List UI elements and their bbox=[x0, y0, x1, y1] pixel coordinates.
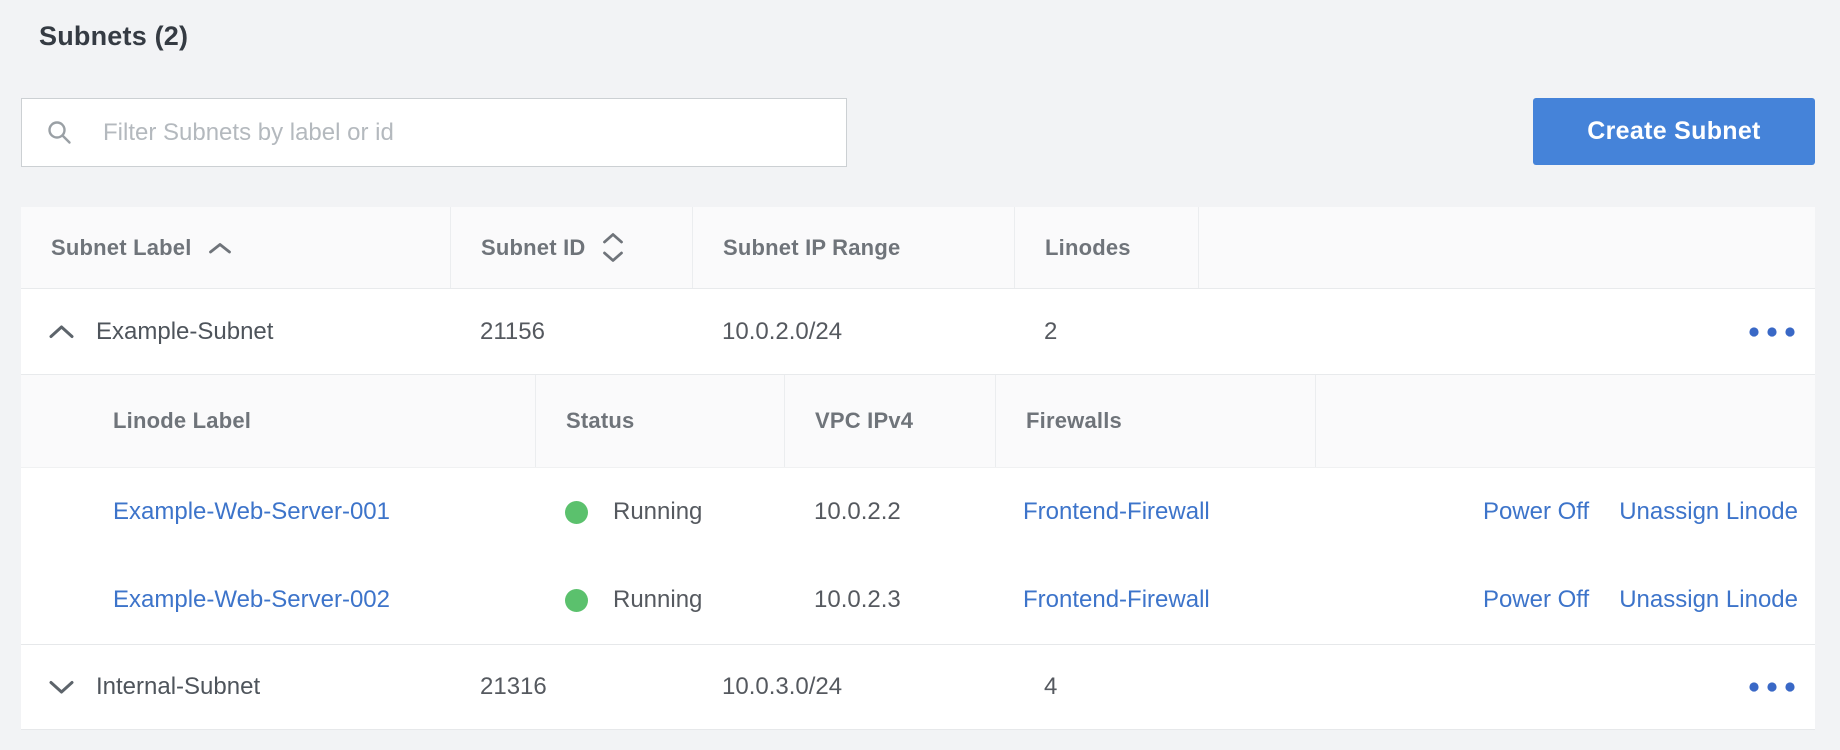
linodes-table-header: Linode Label Status VPC IPv4 Firewalls bbox=[21, 374, 1815, 468]
header-linode-label: Linode Label bbox=[21, 375, 535, 467]
linode-status-cell: Running bbox=[535, 498, 784, 526]
linode-vpc-ipv4: 10.0.2.2 bbox=[814, 498, 901, 525]
firewall-link[interactable]: Frontend-Firewall bbox=[1023, 498, 1210, 525]
expand-row-button[interactable] bbox=[48, 680, 75, 695]
linode-firewall-cell: Frontend-Firewall bbox=[995, 586, 1315, 614]
subnet-id: 21316 bbox=[480, 673, 547, 700]
subnet-label: Example-Subnet bbox=[96, 317, 274, 345]
unassign-linode-button[interactable]: Unassign Linode bbox=[1619, 586, 1798, 613]
row-menu-button[interactable] bbox=[1747, 676, 1797, 698]
chevron-down-icon bbox=[49, 680, 74, 693]
header-subnet-ip-range[interactable]: Subnet IP Range bbox=[692, 207, 1014, 288]
status-indicator: Running bbox=[565, 498, 784, 526]
linode-label-link[interactable]: Example-Web-Server-001 bbox=[113, 498, 390, 525]
collapse-row-button[interactable] bbox=[48, 324, 75, 339]
linode-label-cell: Example-Web-Server-002 bbox=[21, 586, 535, 614]
subnet-row-label-cell: Example-Subnet bbox=[21, 318, 450, 346]
header-linode-actions-spacer bbox=[1315, 375, 1815, 467]
header-linodes[interactable]: Linodes bbox=[1014, 207, 1198, 288]
header-vpc-ipv4: VPC IPv4 bbox=[784, 375, 995, 467]
header-status-text: Status bbox=[566, 408, 635, 433]
header-subnet-ip-range-text: Subnet IP Range bbox=[723, 234, 901, 260]
subnet-linode-count: 4 bbox=[1044, 673, 1058, 700]
status-indicator: Running bbox=[565, 586, 784, 614]
header-linodes-text: Linodes bbox=[1045, 234, 1131, 260]
linode-row-002: Example-Web-Server-002 Running 10.0.2.3 … bbox=[21, 556, 1815, 644]
chevron-up-icon bbox=[49, 325, 74, 338]
subnet-linode-count: 2 bbox=[1044, 317, 1058, 345]
subnet-ip-range: 10.0.3.0/24 bbox=[722, 673, 843, 700]
linode-firewall-cell: Frontend-Firewall bbox=[995, 498, 1315, 526]
linode-status-cell: Running bbox=[535, 586, 784, 614]
chevron-up-down-icon bbox=[601, 232, 625, 263]
subnet-ip-range: 10.0.2.0/24 bbox=[722, 317, 843, 345]
subnet-row-example-subnet: Example-Subnet 21156 10.0.2.0/24 2 bbox=[21, 289, 1815, 374]
subnet-row-actions bbox=[1198, 321, 1815, 343]
subnet-row-label-cell: Internal-Subnet bbox=[21, 673, 450, 701]
row-menu-button[interactable] bbox=[1747, 321, 1797, 343]
status-text: Running bbox=[613, 586, 703, 613]
linode-vpc-ipv4: 10.0.2.3 bbox=[814, 586, 901, 613]
status-running-icon bbox=[565, 588, 588, 612]
unassign-linode-button[interactable]: Unassign Linode bbox=[1619, 498, 1798, 525]
linode-row-001: Example-Web-Server-001 Running 10.0.2.2 … bbox=[21, 468, 1815, 556]
header-linode-label-text: Linode Label bbox=[113, 408, 252, 433]
header-vpc-ipv4-text: VPC IPv4 bbox=[815, 408, 914, 433]
power-off-button[interactable]: Power Off bbox=[1482, 586, 1590, 613]
subnet-row-internal-subnet: Internal-Subnet 21316 10.0.3.0/24 4 bbox=[21, 644, 1815, 729]
ellipsis-icon bbox=[1749, 682, 1795, 692]
ellipsis-icon bbox=[1749, 326, 1795, 337]
header-subnet-id[interactable]: Subnet ID bbox=[450, 207, 692, 288]
header-subnet-id-text: Subnet ID bbox=[481, 234, 586, 260]
firewall-link[interactable]: Frontend-Firewall bbox=[1023, 586, 1210, 613]
linode-row-actions: Power Off Unassign Linode bbox=[1315, 586, 1815, 614]
status-text: Running bbox=[613, 498, 703, 525]
power-off-button[interactable]: Power Off bbox=[1482, 498, 1590, 525]
subnet-id: 21156 bbox=[480, 317, 545, 345]
header-firewalls-text: Firewalls bbox=[1026, 408, 1122, 433]
subnets-table-header: Subnet Label Subnet ID Subnet IP Range L… bbox=[21, 207, 1815, 289]
header-firewalls: Firewalls bbox=[995, 375, 1315, 467]
subnets-table: Subnet Label Subnet ID Subnet IP Range L… bbox=[21, 207, 1815, 730]
header-subnet-label-text: Subnet Label bbox=[51, 234, 192, 260]
subnet-filter-input[interactable] bbox=[101, 117, 826, 148]
header-actions-spacer bbox=[1198, 207, 1815, 288]
linode-row-actions: Power Off Unassign Linode bbox=[1315, 498, 1815, 526]
subnet-filter-box bbox=[21, 98, 847, 167]
header-status: Status bbox=[535, 375, 784, 467]
linode-label-cell: Example-Web-Server-001 bbox=[21, 498, 535, 526]
subnet-row-actions bbox=[1198, 676, 1815, 698]
status-running-icon bbox=[565, 500, 588, 524]
search-icon bbox=[46, 119, 73, 146]
page-title: Subnets (2) bbox=[39, 21, 189, 51]
create-subnet-button[interactable]: Create Subnet bbox=[1533, 98, 1815, 165]
subnet-label: Internal-Subnet bbox=[96, 673, 261, 700]
sort-ascending-icon bbox=[208, 242, 232, 254]
header-subnet-label[interactable]: Subnet Label bbox=[21, 207, 450, 288]
linode-label-link[interactable]: Example-Web-Server-002 bbox=[113, 586, 390, 613]
